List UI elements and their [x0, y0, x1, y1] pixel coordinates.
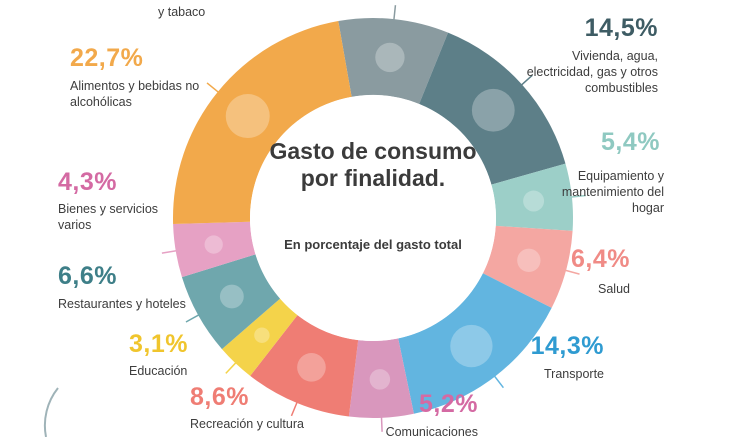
- slice-scissors: [173, 221, 256, 278]
- scissors-icon: [204, 235, 223, 254]
- label-bienes-varios: Bienes y servicios varios: [58, 202, 159, 232]
- leader-line: [225, 358, 241, 374]
- value-vivienda: 14,5%: [584, 14, 658, 42]
- slice-medical-cross: [482, 225, 573, 308]
- slice-car: [398, 273, 552, 414]
- value-transporte: 14,3%: [530, 332, 604, 360]
- value-equipamiento: 5,4%: [601, 128, 660, 156]
- leader-line: [565, 194, 586, 199]
- label-restaurantes: Restaurantes y hoteles: [58, 297, 186, 311]
- label-salud: Salud: [598, 282, 630, 296]
- label-equipamiento: Equipamiento y mantenimiento del hogar: [561, 169, 664, 215]
- slice-chicken-drink: [173, 21, 352, 225]
- label-comunicaciones: Comunicaciones: [385, 425, 478, 439]
- slice-guitar-ball: [250, 315, 359, 417]
- car-icon: [450, 324, 493, 368]
- washing-machine-icon: [523, 190, 545, 212]
- leader-line: [380, 411, 383, 432]
- value-comunicaciones: 5,2%: [419, 390, 478, 418]
- label-alimentos: Alimentos y bebidas no alcohólicas: [70, 79, 200, 109]
- chart-title: Gasto de consumo por finalidad.: [269, 138, 477, 191]
- leader-line: [206, 82, 224, 97]
- leader-line: [161, 249, 182, 254]
- slice-bottle: [338, 17, 449, 104]
- slice-phone: [348, 338, 414, 418]
- label-recreacion: Recreación y cultura: [190, 417, 304, 431]
- key-bulb-icon: [471, 88, 515, 132]
- value-alimentos: 22,7%: [70, 44, 144, 72]
- value-restaurantes: 6,6%: [58, 262, 117, 290]
- slice-washing-machine: [491, 163, 574, 231]
- chicken-drink-icon: [225, 94, 270, 139]
- label-transporte: Transporte: [544, 367, 604, 381]
- label-bebidas-alcoholicas: y tabaco: [158, 5, 206, 19]
- luggage-icon: [219, 284, 244, 309]
- leader-line: [516, 74, 533, 90]
- decorative-arc: [43, 387, 59, 437]
- leader-line: [290, 397, 300, 417]
- chart-subtitle: En porcentaje del gasto total: [284, 237, 462, 252]
- value-bienes-varios: 4,3%: [58, 168, 117, 196]
- leader-line: [392, 5, 397, 26]
- value-salud: 6,4%: [571, 245, 630, 273]
- slice-luggage: [181, 254, 281, 350]
- leader-line: [490, 371, 504, 389]
- slice-key-bulb: [419, 32, 566, 185]
- leader-line: [560, 268, 580, 275]
- medical-cross-icon: [517, 248, 541, 273]
- label-vivienda: Vivienda, agua, electricidad, gas y otro…: [526, 49, 658, 95]
- guitar-ball-icon: [297, 352, 326, 382]
- folder-icon: [254, 327, 270, 343]
- phone-icon: [369, 369, 391, 390]
- slice-folder: [221, 298, 298, 376]
- value-educacion: 3,1%: [129, 330, 188, 358]
- leader-line: [185, 311, 204, 323]
- value-recreacion: 8,6%: [190, 383, 249, 411]
- label-educacion: Educación: [129, 364, 188, 378]
- bottle-icon: [375, 42, 405, 73]
- donut-hole: [250, 95, 496, 341]
